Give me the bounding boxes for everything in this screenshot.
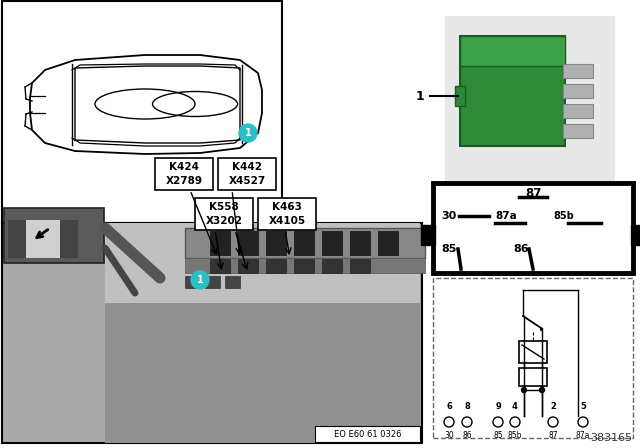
Text: EO E60 61 0326: EO E60 61 0326 — [334, 430, 402, 439]
Bar — [155, 158, 213, 190]
Circle shape — [462, 417, 472, 427]
Bar — [563, 64, 593, 78]
Bar — [185, 276, 200, 288]
Bar — [210, 231, 230, 255]
Text: 87: 87 — [525, 187, 541, 200]
Bar — [4, 208, 104, 263]
Bar — [445, 16, 615, 181]
Text: 85b: 85b — [553, 211, 573, 221]
Bar — [350, 259, 370, 273]
Text: K558
X3202: K558 X3202 — [205, 202, 243, 226]
Bar — [218, 158, 276, 190]
Bar — [8, 220, 26, 258]
Circle shape — [239, 124, 257, 142]
Bar — [266, 259, 286, 273]
Text: 8: 8 — [464, 402, 470, 411]
Text: 86: 86 — [513, 244, 529, 254]
Text: K424
X2789: K424 X2789 — [166, 162, 202, 186]
Text: K463
X4105: K463 X4105 — [268, 202, 305, 226]
Bar — [563, 84, 593, 98]
Bar — [563, 124, 593, 138]
Bar — [195, 198, 253, 230]
Circle shape — [493, 417, 503, 427]
Text: 85: 85 — [493, 431, 503, 440]
Text: 4: 4 — [512, 402, 518, 411]
Text: 2: 2 — [550, 402, 556, 411]
Text: 383165: 383165 — [590, 433, 632, 443]
Text: 87a: 87a — [495, 211, 516, 221]
Text: 85: 85 — [441, 244, 456, 254]
Text: 1: 1 — [244, 128, 252, 138]
Bar — [105, 303, 420, 443]
Bar — [266, 231, 286, 255]
Bar — [210, 259, 230, 273]
Bar — [2, 223, 422, 443]
Text: 6: 6 — [446, 402, 452, 411]
Bar — [433, 183, 633, 273]
Text: 1: 1 — [415, 90, 424, 103]
Circle shape — [522, 388, 527, 392]
Text: 87a: 87a — [576, 431, 590, 440]
Text: 86: 86 — [462, 431, 472, 440]
Bar — [563, 104, 593, 118]
Circle shape — [191, 271, 209, 289]
Bar — [350, 231, 370, 255]
Bar — [519, 341, 547, 363]
Circle shape — [548, 417, 558, 427]
Circle shape — [510, 417, 520, 427]
Bar — [225, 276, 240, 288]
Bar — [378, 231, 398, 255]
Text: 30: 30 — [444, 431, 454, 440]
Bar — [2, 1, 282, 223]
Text: 1: 1 — [196, 275, 204, 285]
Bar — [631, 225, 640, 245]
Text: 87: 87 — [548, 431, 558, 440]
Bar — [322, 259, 342, 273]
Bar — [105, 223, 420, 308]
Circle shape — [578, 417, 588, 427]
Bar — [185, 228, 425, 258]
Text: 5: 5 — [580, 402, 586, 411]
Bar — [185, 258, 425, 273]
Text: K442
X4527: K442 X4527 — [228, 162, 266, 186]
Circle shape — [444, 417, 454, 427]
Bar — [460, 36, 565, 146]
Text: 85b: 85b — [508, 431, 522, 440]
Bar — [460, 36, 565, 66]
Bar — [60, 220, 78, 258]
Bar — [238, 231, 258, 255]
Bar — [455, 86, 465, 106]
Bar — [421, 225, 435, 245]
Bar — [205, 276, 220, 288]
Text: 9: 9 — [495, 402, 501, 411]
Circle shape — [540, 388, 545, 392]
Bar — [238, 259, 258, 273]
Text: 30: 30 — [441, 211, 456, 221]
Bar — [8, 220, 78, 258]
Bar — [315, 426, 420, 442]
Bar — [294, 259, 314, 273]
Bar — [433, 278, 633, 438]
Bar — [519, 368, 547, 386]
Bar — [258, 198, 316, 230]
Bar — [322, 231, 342, 255]
Bar — [294, 231, 314, 255]
